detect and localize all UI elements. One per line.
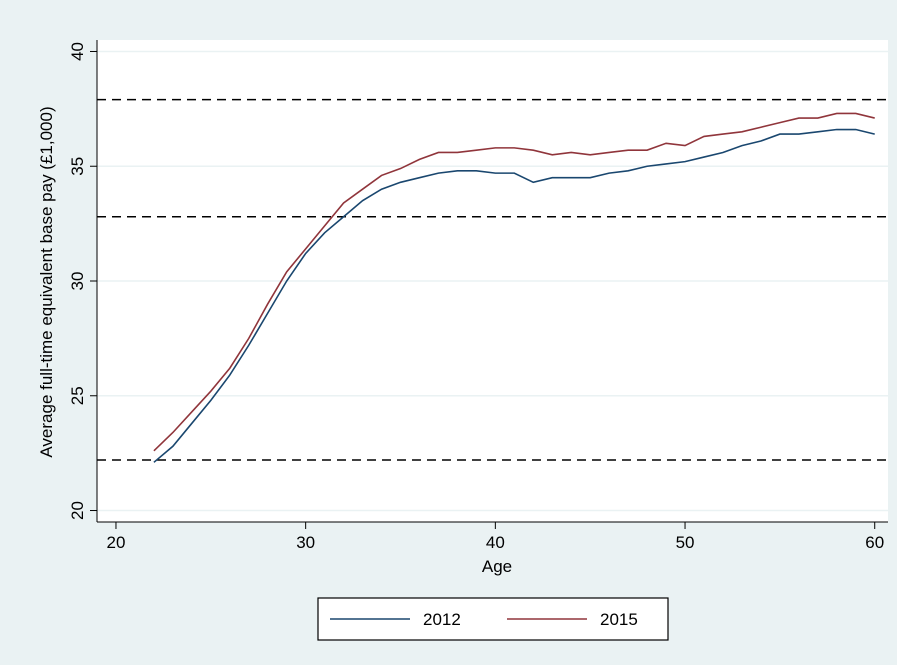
line-series (153, 128, 875, 463)
y-tick-label: 25 (68, 386, 87, 405)
x-tick-label: 50 (676, 533, 695, 552)
x-axis-label: Age (482, 557, 512, 576)
line-series (153, 112, 875, 452)
y-axis-label: Average full-time equivalent base pay (£… (37, 106, 56, 457)
y-tick-label: 35 (68, 157, 87, 176)
y-tick-label: 40 (68, 42, 87, 61)
y-tick-label: 30 (68, 272, 87, 291)
x-tick-label: 40 (486, 533, 505, 552)
x-tick-label: 30 (296, 533, 315, 552)
legend-label: 2015 (600, 610, 638, 629)
y-tick-label: 20 (68, 501, 87, 520)
x-tick-label: 60 (865, 533, 884, 552)
x-tick-label: 20 (107, 533, 126, 552)
legend-label: 2012 (423, 610, 461, 629)
